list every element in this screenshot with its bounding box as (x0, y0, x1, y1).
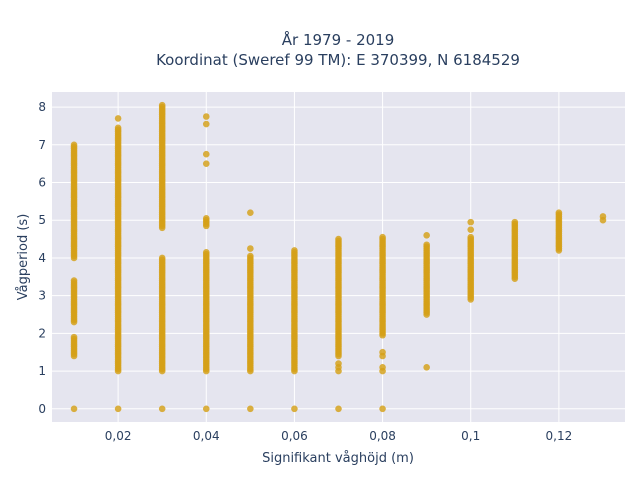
data-point (247, 252, 254, 260)
data-point (202, 405, 210, 413)
x-axis-label: Signifikant våghöjd (m) (262, 451, 414, 466)
data-point (202, 113, 210, 120)
x-tick-label: 0,04 (193, 429, 220, 443)
y-tick-label: 2 (38, 326, 46, 340)
chart-title-line1: År 1979 - 2019 (282, 30, 395, 49)
y-tick-label: 4 (38, 251, 46, 265)
data-point (158, 405, 166, 413)
x-tick-label: 0,12 (546, 429, 573, 443)
data-point (247, 405, 254, 413)
data-point (379, 405, 386, 413)
data-point (379, 348, 386, 356)
y-tick-label: 3 (38, 289, 46, 303)
data-point (467, 218, 475, 226)
data-point (70, 405, 78, 413)
data-point (291, 247, 298, 254)
x-tick-labels: 0,02 0,04 0,06 0,08 0,1 0,12 (105, 429, 572, 443)
data-point (114, 115, 122, 122)
data-point (202, 215, 210, 222)
x-tick-label: 0,08 (369, 429, 396, 443)
x-tick-label: 0,06 (281, 429, 308, 443)
data-point (158, 254, 166, 262)
data-point (202, 248, 210, 256)
data-point (467, 226, 475, 233)
x-tick-label: 0,1 (461, 429, 480, 443)
data-point (114, 124, 122, 132)
data-point (114, 405, 122, 413)
data-point (467, 233, 475, 241)
data-point (70, 333, 78, 341)
data-point (202, 150, 210, 158)
y-tick-label: 5 (38, 213, 46, 227)
x-tick-label: 0,02 (105, 429, 132, 443)
data-point (423, 232, 430, 239)
data-point (379, 233, 386, 241)
data-point (247, 209, 254, 216)
data-point (202, 120, 210, 128)
data-point (599, 213, 607, 220)
chart-title-line2: Koordinat (Sweref 99 TM): E 370399, N 61… (156, 51, 520, 69)
data-point (247, 245, 254, 252)
data-point (511, 218, 519, 226)
data-point (202, 160, 210, 167)
y-tick-label: 8 (38, 100, 46, 114)
data-point (70, 277, 78, 284)
data-point (335, 235, 342, 243)
data-point (158, 101, 166, 109)
data-point (70, 141, 78, 149)
data-point (335, 405, 342, 413)
y-tick-labels: 0 1 2 3 4 5 6 7 8 (38, 100, 46, 416)
y-tick-label: 6 (38, 176, 46, 190)
data-point (291, 405, 298, 413)
y-tick-label: 7 (38, 138, 46, 152)
data-point (555, 209, 563, 216)
data-point (423, 364, 430, 371)
data-point (423, 241, 430, 249)
data-point (379, 364, 386, 371)
y-axis-label: Vågperiod (s) (16, 214, 31, 301)
data-point (335, 360, 342, 367)
y-tick-label: 1 (38, 364, 46, 378)
y-tick-label: 0 (38, 402, 46, 416)
data-points (70, 101, 607, 413)
